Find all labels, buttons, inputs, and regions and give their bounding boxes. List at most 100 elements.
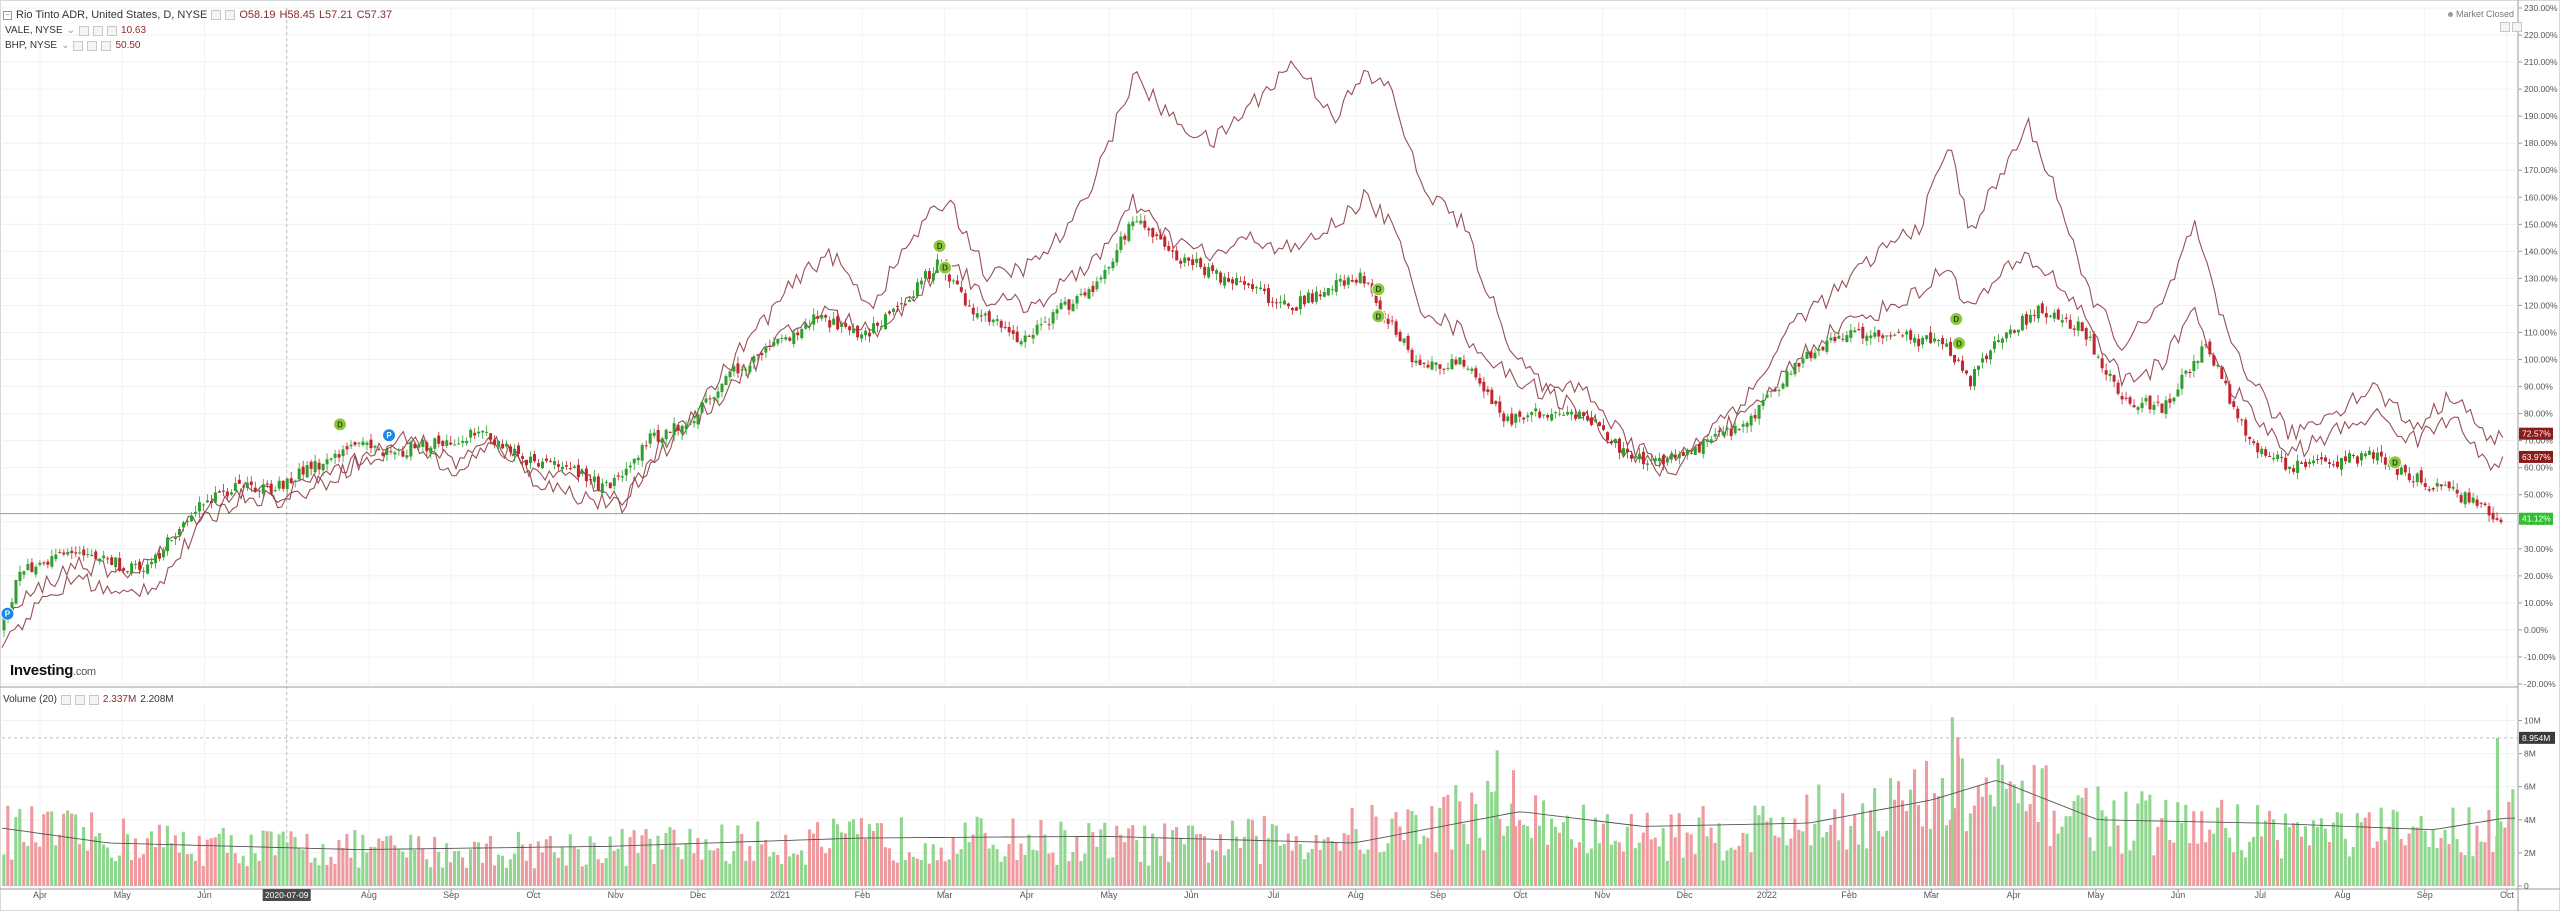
candle-body [301,466,305,475]
volume-bar [1342,833,1346,886]
candle-body [1502,413,1506,422]
candle-body [2491,512,2495,520]
volume-bar [1234,836,1238,886]
candle-body [2316,459,2320,461]
dropdown-icon[interactable]: ⌄ [61,40,70,51]
candle-body [692,421,696,424]
price-tick-label: 190.00% [2524,111,2558,121]
candle-body [1701,440,1705,454]
candle-body [628,465,632,468]
candle-body [533,454,537,462]
candle-body [2260,448,2264,455]
candle-body [181,522,185,528]
volume-bar [169,843,173,886]
candle-body [2363,453,2367,457]
volume-bar [636,853,640,886]
volume-bar [732,851,736,886]
candle-body [1657,457,1661,462]
settings-icon[interactable] [79,25,90,36]
candle-body [572,466,576,468]
volume-bar [2395,811,2399,886]
candle-body [1494,401,1498,404]
x-tick-label: Jun [197,890,212,900]
event-marker-label: D [1376,312,1382,321]
volume-bar [30,806,34,886]
x-tick-label: Aug [361,890,377,900]
volume-bar [1486,780,1490,886]
candle-body [1586,416,1590,421]
candle-body [1653,458,1657,462]
volume-bar [1007,844,1011,886]
candle-body [2000,338,2004,343]
candle-body [892,308,896,312]
minimize-icon[interactable] [2500,22,2510,32]
volume-bar [285,842,289,886]
candle-body [1414,360,1418,363]
candle-body [1614,439,1618,444]
eye-icon[interactable] [74,694,85,705]
candle-body [2028,314,2032,323]
volume-bar [784,834,788,886]
volume-bar [1577,842,1581,886]
volume-bar [919,860,923,886]
candle-body [1980,358,1984,363]
settings-icon[interactable] [211,10,222,20]
volume-bar [1757,815,1761,886]
volume-bar [2204,842,2208,886]
candle-body [2296,460,2300,473]
candle-body [2196,361,2200,363]
volume-bar [740,833,744,886]
candle-body [1741,424,1745,427]
volume-bar [237,863,241,886]
volume-bar [1665,860,1669,886]
volume-bar [1298,843,1302,886]
volume-bar [2419,815,2423,886]
candle-body [1266,288,1270,303]
volume-bar [664,832,668,886]
volume-bar [1051,852,1055,886]
volume-bar [313,857,317,886]
volume-bar [1781,817,1785,886]
volume-bar [1362,853,1366,886]
volume-bar [899,817,903,886]
maximize-icon[interactable] [2512,22,2522,32]
close-icon[interactable] [88,694,99,705]
volume-bar [1617,842,1621,886]
candle-body [2004,332,2008,339]
eye-icon[interactable] [87,40,98,51]
close-icon[interactable] [101,40,112,51]
dropdown-icon[interactable]: ⌄ [66,25,76,36]
settings-icon[interactable] [73,40,84,51]
candle-body [656,429,660,442]
close-icon[interactable] [107,25,118,36]
volume-bar [2020,780,2024,886]
volume-bar [588,836,592,886]
volume-bar [1306,852,1310,886]
candle-body [269,483,273,494]
volume-bar [165,825,169,886]
volume-bar [987,848,991,886]
x-tick-label: Sep [1430,890,1446,900]
eye-icon[interactable] [225,10,236,20]
candle-body [1207,267,1211,278]
settings-icon[interactable] [60,694,71,705]
candle-body [1211,265,1215,271]
candle-body [166,537,170,552]
eye-icon[interactable] [93,25,104,36]
candle-body [1011,330,1015,334]
candle-body [1490,389,1494,405]
volume-bar [1043,834,1047,886]
collapse-icon[interactable]: − [3,10,12,20]
candle-body [1051,312,1055,324]
volume-bar [1861,803,1865,886]
candle-body [1454,359,1458,365]
candle-body [1857,328,1861,331]
volume-bar [1514,826,1518,886]
price-tick-label: 30.00% [2524,544,2553,554]
volume-bar [353,830,357,886]
volume-bar [2451,807,2455,886]
volume-bar [1155,838,1159,886]
candle-body [1542,414,1546,416]
